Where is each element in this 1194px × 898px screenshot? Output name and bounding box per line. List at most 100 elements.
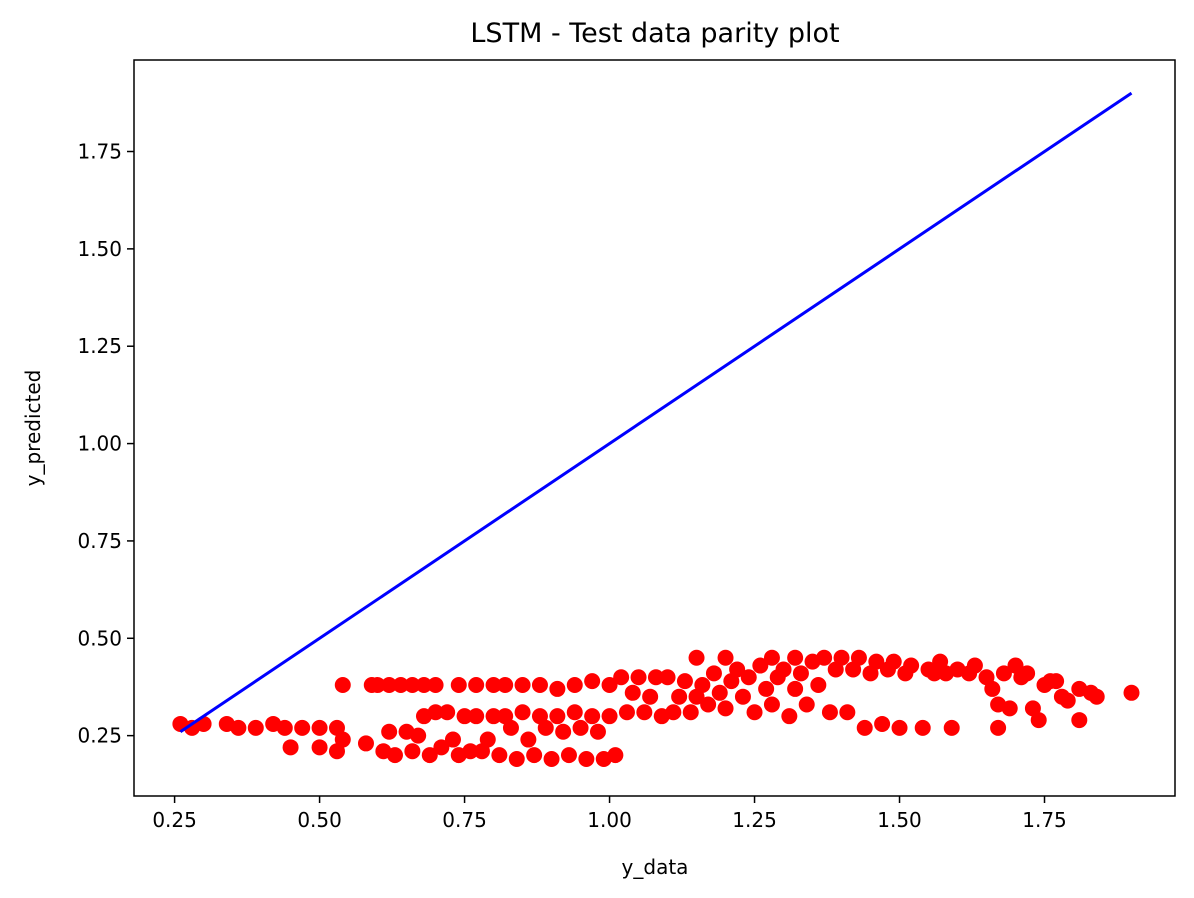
scatter-point xyxy=(856,719,873,736)
scatter-point xyxy=(566,704,583,721)
scatter-point xyxy=(618,704,635,721)
scatter-point xyxy=(781,708,798,725)
scatter-point xyxy=(491,747,508,764)
scatter-point xyxy=(874,715,891,732)
scatter-point xyxy=(601,677,618,694)
scatter-point xyxy=(717,700,734,717)
scatter-point xyxy=(798,696,815,713)
scatter-point xyxy=(444,731,461,748)
scatter-point xyxy=(1088,688,1105,705)
scatter-point xyxy=(294,719,311,736)
y-tick-label: 1.25 xyxy=(77,334,122,358)
scatter-point xyxy=(1019,665,1036,682)
scatter-point xyxy=(665,704,682,721)
scatter-point xyxy=(891,719,908,736)
scatter-point xyxy=(334,731,351,748)
scatter-point xyxy=(816,649,833,666)
scatter-point xyxy=(694,677,711,694)
scatter-point xyxy=(555,723,572,740)
scatter-point xyxy=(758,680,775,697)
scatter-point xyxy=(943,719,960,736)
scatter-point xyxy=(775,661,792,678)
scatter-point xyxy=(433,739,450,756)
chart-title: LSTM - Test data parity plot xyxy=(470,18,839,49)
x-tick-label: 0.75 xyxy=(442,808,487,832)
scatter-point xyxy=(787,680,804,697)
scatter-point xyxy=(601,708,618,725)
scatter-point xyxy=(659,669,676,686)
scatter-point xyxy=(247,719,264,736)
scatter-point xyxy=(630,669,647,686)
scatter-point xyxy=(485,708,502,725)
y-tick-label: 1.00 xyxy=(77,432,122,456)
scatter-point xyxy=(729,661,746,678)
scatter-point xyxy=(421,747,438,764)
parity-line xyxy=(179,91,1133,733)
scatter-point xyxy=(479,731,496,748)
scatter-point xyxy=(526,747,543,764)
scatter-point xyxy=(613,669,630,686)
scatter-point xyxy=(752,657,769,674)
scatter-point xyxy=(450,677,467,694)
scatter-point xyxy=(560,747,577,764)
plot-frame xyxy=(133,59,1176,797)
scatter-point xyxy=(502,719,519,736)
scatter-point xyxy=(682,704,699,721)
scatter-point xyxy=(688,649,705,666)
scatter-point xyxy=(636,704,653,721)
scatter-point xyxy=(404,677,421,694)
scatter-point xyxy=(404,743,421,760)
scatter-point xyxy=(456,708,473,725)
y-axis: 0.25 0.50 0.75 1.00 1.25 1.50 1.75 xyxy=(77,140,134,748)
scatter-point xyxy=(984,680,1001,697)
scatter-point xyxy=(549,708,566,725)
x-tick-label: 0.25 xyxy=(152,808,197,832)
x-tick-label: 1.00 xyxy=(587,808,632,832)
scatter-point xyxy=(415,677,432,694)
scatter-point xyxy=(671,688,688,705)
scatter-point xyxy=(531,677,548,694)
scatter-point xyxy=(572,719,589,736)
scatter-point xyxy=(276,719,293,736)
scatter-point xyxy=(357,735,374,752)
scatter-point xyxy=(1123,684,1140,701)
scatter-point xyxy=(810,677,827,694)
x-axis-label: y_data xyxy=(622,855,689,879)
scatter-point xyxy=(705,665,722,682)
scatter-point xyxy=(497,677,514,694)
scatter-point xyxy=(514,704,531,721)
scatter-point xyxy=(642,688,659,705)
scatter-point xyxy=(427,677,444,694)
scatter-point xyxy=(468,708,485,725)
scatter-point xyxy=(381,677,398,694)
scatter-point xyxy=(995,665,1012,682)
scatter-point xyxy=(520,731,537,748)
scatter-point xyxy=(584,708,601,725)
scatter-point xyxy=(392,677,409,694)
scatter-point xyxy=(763,696,780,713)
scatter-point xyxy=(833,649,850,666)
y-tick-label: 0.75 xyxy=(77,529,122,553)
scatter-point xyxy=(537,719,554,736)
scatter-point xyxy=(566,677,583,694)
scatter-point xyxy=(763,649,780,666)
scatter-point xyxy=(914,719,931,736)
scatter-point xyxy=(1048,673,1065,690)
scatter-point xyxy=(676,673,693,690)
scatter-point xyxy=(578,751,595,768)
x-tick-label: 1.50 xyxy=(877,808,922,832)
scatter-point xyxy=(839,704,856,721)
scatter-point xyxy=(508,751,525,768)
scatter-point xyxy=(369,677,386,694)
x-tick-label: 1.25 xyxy=(732,808,777,832)
x-tick-label: 1.75 xyxy=(1022,808,1067,832)
y-tick-label: 0.50 xyxy=(77,626,122,650)
scatter-point xyxy=(230,719,247,736)
scatter-point xyxy=(1071,712,1088,729)
y-tick-label: 0.25 xyxy=(77,724,122,748)
scatter-point xyxy=(821,704,838,721)
y-tick-label: 1.75 xyxy=(77,140,122,164)
scatter-point xyxy=(282,739,299,756)
scatter-point xyxy=(549,680,566,697)
plot-area xyxy=(172,91,1140,768)
